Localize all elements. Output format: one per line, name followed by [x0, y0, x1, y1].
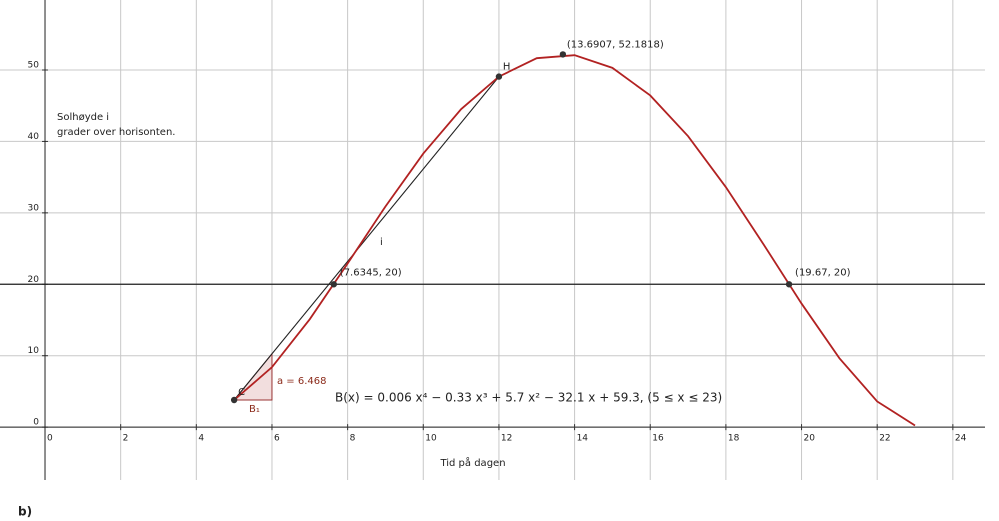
x-tick-label: 0: [47, 434, 53, 444]
x-axis-label: Tid på dagen: [439, 456, 505, 469]
curve: [233, 54, 916, 427]
y-tick-label: 30: [28, 203, 40, 213]
triangle-label: B₁: [249, 404, 260, 415]
y-tick-label: 0: [33, 418, 39, 428]
x-tick-label: 10: [425, 434, 437, 444]
point-label: H: [503, 62, 511, 73]
point-label: C: [238, 387, 245, 398]
x-tick-label: 24: [955, 434, 967, 444]
point: [495, 73, 503, 80]
x-tick-label: 4: [198, 434, 204, 444]
x-tick-label: 18: [728, 434, 740, 444]
y-tick-label: 20: [28, 275, 40, 285]
point: [559, 51, 567, 58]
annotation: Solhøyde i: [57, 112, 109, 123]
point-label: (13.6907, 52.1818): [567, 39, 664, 50]
x-tick-label: 8: [350, 434, 356, 444]
x-tick-label: 16: [652, 434, 664, 444]
point-label: (19.67, 20): [795, 267, 851, 278]
annotation: grader over horisonten.: [57, 127, 175, 138]
y-tick-label: 50: [28, 61, 40, 71]
part-label: b): [18, 505, 32, 519]
y-tick-label: 10: [28, 346, 40, 356]
x-tick-label: 6: [274, 434, 280, 444]
x-tick-label: 22: [879, 434, 890, 444]
y-tick-label: 40: [28, 132, 40, 142]
x-tick-label: 14: [577, 434, 589, 444]
point-label: (7.6345, 20): [340, 267, 402, 278]
x-tick-label: 20: [804, 434, 816, 444]
formula: B(x) = 0.006 x⁴ − 0.33 x³ + 5.7 x² − 32.…: [335, 391, 722, 405]
point: [230, 396, 238, 404]
point: [330, 281, 337, 288]
line-label: i: [380, 237, 383, 248]
slope-label: a = 6.468: [277, 376, 327, 387]
x-tick-label: 12: [501, 434, 512, 444]
secant-line: [233, 76, 500, 401]
point: [785, 281, 793, 288]
x-tick-label: 2: [123, 434, 129, 444]
